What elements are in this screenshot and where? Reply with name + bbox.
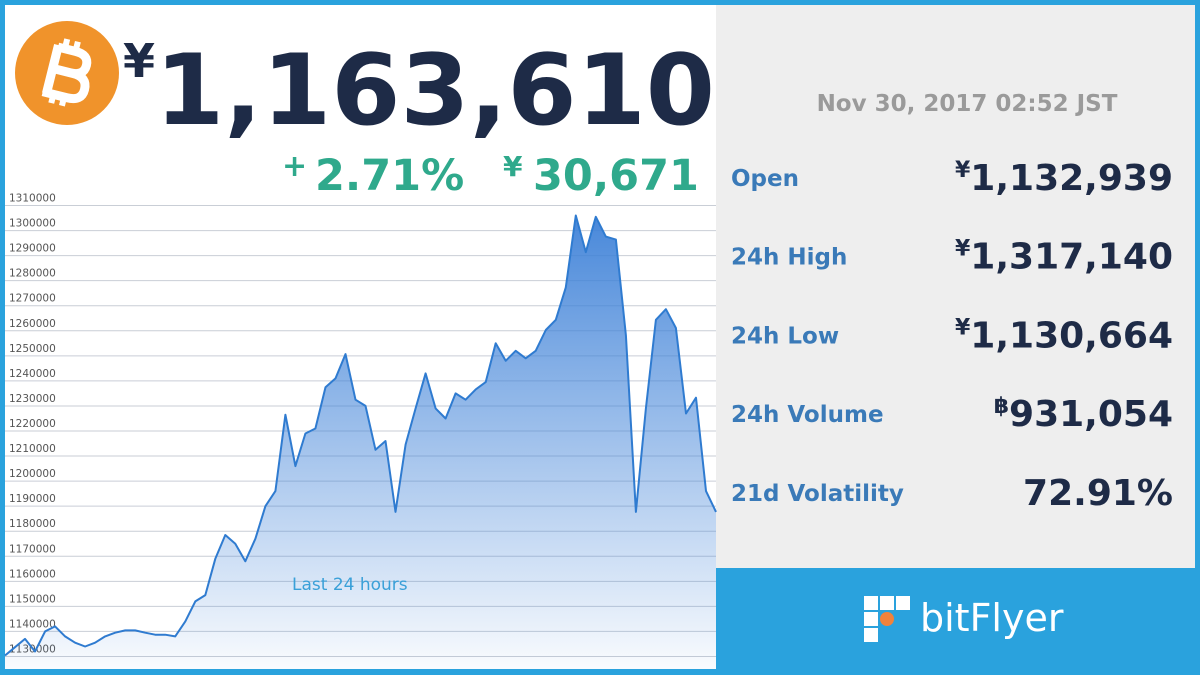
bitflyer-icon bbox=[864, 596, 910, 642]
stat-value: 72.91% bbox=[1023, 473, 1173, 514]
y-tick-label: 1180000 bbox=[9, 518, 56, 530]
stat-label: 24h High bbox=[731, 245, 847, 271]
stats: Open ¥1,132,939 24h High ¥1,317,140 24h Low ¥… bbox=[731, 158, 1173, 514]
y-tick-label: 1240000 bbox=[9, 368, 56, 380]
stat-label: Open bbox=[731, 166, 799, 192]
y-tick-label: 1200000 bbox=[9, 468, 56, 480]
stat-symbol: ¥ bbox=[955, 315, 971, 340]
timestamp: Nov 30, 2017 02:52 JST bbox=[817, 91, 1118, 117]
y-tick-label: 1270000 bbox=[9, 293, 56, 305]
y-tick-label: 1150000 bbox=[9, 593, 56, 605]
change-symbol: ¥ bbox=[503, 150, 523, 183]
stat-label: 24h Low bbox=[731, 323, 839, 349]
change-amount: 30,671 bbox=[533, 151, 699, 201]
stat-label: 21d Volatility bbox=[731, 481, 904, 507]
y-tick-label: 1190000 bbox=[9, 493, 56, 505]
annotation: Last 24 hours bbox=[292, 575, 408, 595]
y-tick-label: 1260000 bbox=[9, 318, 56, 330]
y-tick-label: 1300000 bbox=[9, 218, 56, 230]
stat-value: ฿931,054 bbox=[994, 394, 1173, 435]
stat-symbol: ¥ bbox=[955, 237, 971, 262]
bitcoin-glyph bbox=[41, 38, 92, 107]
stat-value: ¥1,317,140 bbox=[955, 237, 1173, 278]
y-tick-label: 1140000 bbox=[9, 618, 56, 630]
line bbox=[4, 214, 717, 657]
stat-symbol: ฿ bbox=[994, 394, 1009, 419]
chart: 1130000114000011500001160000117000011800… bbox=[4, 193, 717, 669]
y-tick-label: 1280000 bbox=[9, 268, 56, 280]
stats-panel bbox=[716, 5, 1195, 568]
brand: bitFlyer bbox=[920, 596, 1064, 640]
y-tick-label: 1210000 bbox=[9, 443, 56, 455]
stat-label: 24h Volume bbox=[731, 402, 884, 428]
stat-amount: 1,317,140 bbox=[970, 237, 1173, 278]
stat-symbol: ¥ bbox=[955, 158, 971, 183]
change-sign: + bbox=[282, 149, 307, 184]
stat-value: ¥1,130,664 bbox=[955, 315, 1173, 356]
y-tick-label: 1220000 bbox=[9, 418, 56, 430]
stat-amount: 1,130,664 bbox=[970, 315, 1173, 356]
stat-amount: 931,054 bbox=[1009, 394, 1173, 435]
brand-bar bbox=[716, 568, 1195, 669]
stat-value: ¥1,132,939 bbox=[955, 158, 1173, 199]
change-percent: 2.71% bbox=[315, 151, 464, 201]
y-tick-label: 1250000 bbox=[9, 343, 56, 355]
area bbox=[5, 215, 716, 669]
y-tick-label: 1290000 bbox=[9, 243, 56, 255]
price-symbol: ¥ bbox=[123, 34, 155, 88]
y-tick-label: 1170000 bbox=[9, 543, 56, 555]
y-tick-label: 1160000 bbox=[9, 568, 56, 580]
y-tick-label: 1230000 bbox=[9, 393, 56, 405]
y-tick-label: 1310000 bbox=[9, 193, 56, 205]
stat-amount: 72.91% bbox=[1023, 473, 1173, 514]
price: 1,163,610 bbox=[155, 34, 715, 148]
stat-amount: 1,132,939 bbox=[970, 158, 1173, 199]
